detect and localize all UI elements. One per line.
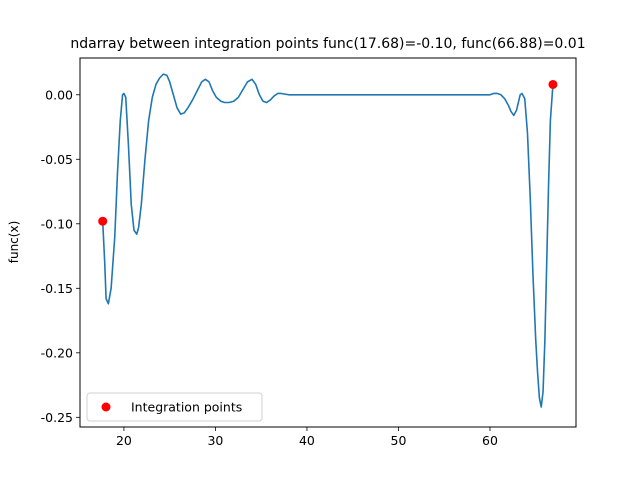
integration-points-layer <box>98 79 558 226</box>
series-layer <box>101 73 554 408</box>
integration-point <box>98 216 108 226</box>
x-tick-label: 50 <box>391 433 407 448</box>
y-axis: 0.00 -0.05 -0.10 -0.15 -0.20 -0.25 <box>41 87 80 425</box>
legend: Integration points <box>86 392 263 422</box>
func-line <box>101 73 554 408</box>
y-tick-label: -0.25 <box>41 410 73 425</box>
legend-box <box>86 392 263 422</box>
axes-frame <box>79 57 577 428</box>
y-tick-label: -0.05 <box>41 152 73 167</box>
legend-label-integration-points: Integration points <box>131 400 242 415</box>
legend-marker-integration-points <box>101 402 111 412</box>
y-tick-label: -0.15 <box>41 281 73 296</box>
chart-title: ndarray between integration points func(… <box>70 36 585 52</box>
x-tick-label: 40 <box>299 433 315 448</box>
x-axis: 20 30 40 50 60 <box>116 427 498 448</box>
plot-area: 20 30 40 50 60 0.00 -0.05 -0.10 -0.15 -0.20 -0.25 <box>41 57 577 448</box>
x-tick-label: 20 <box>116 433 132 448</box>
y-tick-label: 0.00 <box>45 87 73 102</box>
x-tick-label: 60 <box>482 433 498 448</box>
y-tick-label: -0.10 <box>41 216 73 231</box>
y-axis-label: func(x) <box>7 221 21 264</box>
x-tick-label: 30 <box>207 433 223 448</box>
y-tick-label: -0.20 <box>41 345 73 360</box>
integration-point <box>548 79 558 89</box>
